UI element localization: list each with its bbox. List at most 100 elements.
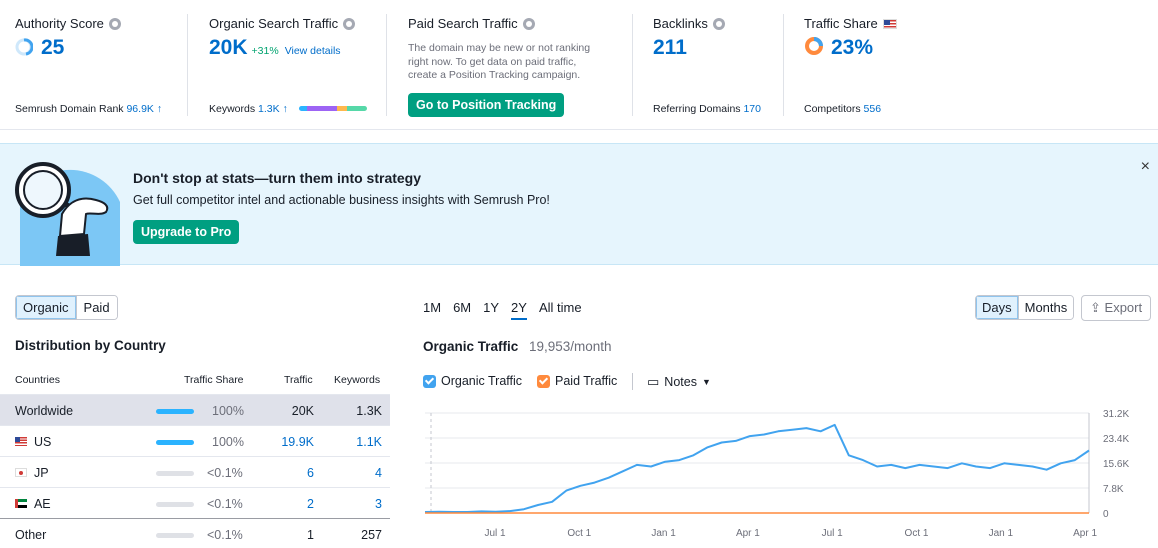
legend-paid[interactable]: Paid Traffic [537,374,617,388]
x-tick-label: Apr 1 [736,528,760,539]
table-row[interactable]: JP <0.1% 6 4 [0,456,390,487]
authority-gauge-icon [15,38,33,56]
period-all-time[interactable]: All time [538,300,582,315]
country-name: Other [15,528,47,542]
authority-score-value[interactable]: 25 [41,36,65,59]
keywords-value[interactable]: 1.1K [356,435,382,449]
paid-traffic-card: Paid Search Traffic The domain may be ne… [387,0,633,130]
authority-score-card[interactable]: Authority Score 25 Semrush Domain Rank 9… [0,0,188,130]
share-bar [156,440,194,445]
share-bar [156,502,194,507]
traffic-value[interactable]: 2 [307,497,314,511]
organic-traffic-title: Organic Search Traffic [209,16,356,31]
info-icon[interactable] [522,17,535,30]
keywords-distribution-bar [299,106,367,111]
organic-traffic-line [424,423,1090,513]
backlinks-value[interactable]: 211 [653,36,687,59]
traffic-value: 1 [307,528,314,542]
domain-rank: Semrush Domain Rank 96.9K ↑ [15,103,163,115]
months-button[interactable]: Months [1017,296,1074,319]
referring-domains: Referring Domains 170 [653,103,761,115]
period-6m[interactable]: 6M [453,300,472,315]
days-button[interactable]: Days [976,296,1018,319]
x-tick-label: Oct 1 [567,528,591,539]
share-value: <0.1% [207,497,243,511]
traffic-share-value[interactable]: 23% [831,36,874,59]
period-1m[interactable]: 1M [423,300,442,315]
traffic-value[interactable]: 19.9K [281,435,314,449]
table-row[interactable]: AE <0.1% 2 3 [0,487,390,518]
traffic-value[interactable]: 6 [307,466,314,480]
export-icon: ⇪ [1090,300,1101,315]
chevron-down-icon: ▼ [701,377,711,387]
column-header-keywords[interactable]: Keywords [334,374,381,386]
info-icon[interactable] [108,17,121,30]
share-value: <0.1% [207,528,243,542]
table-row[interactable]: Worldwide 100% 20K 1.3K [0,394,390,425]
backlinks-title: Backlinks [653,16,725,31]
paid-traffic-title: Paid Search Traffic [408,16,535,31]
granularity-toggle: Days Months [975,295,1075,320]
share-bar [156,471,194,476]
period-1y[interactable]: 1Y [483,300,500,315]
chart-subtitle: 19,953/month [529,339,612,354]
share-bar [156,409,194,414]
organic-traffic-card[interactable]: Organic Search Traffic 20K +31% View detai… [188,0,387,130]
traffic-type-toggle: Organic Paid [15,295,118,320]
table-row[interactable]: US 100% 19.9K 1.1K [0,425,390,456]
period-2y[interactable]: 2Y [511,300,527,320]
column-header-traffic-share[interactable]: Traffic Share [184,374,244,386]
traffic-share-donut-icon [805,37,823,55]
notes-icon: ▭ [647,374,660,389]
view-details-link[interactable]: View details [284,45,341,57]
promo-subtitle: Get full competitor intel and actionable… [133,193,550,207]
y-tick-label: 31.2K [1103,409,1129,420]
authority-score-title: Authority Score [15,16,121,31]
y-tick-label: 0 [1103,509,1109,520]
x-tick-label: Jan 1 [989,528,1014,539]
us-flag-icon [15,437,27,446]
info-icon[interactable] [712,17,725,30]
notes-dropdown[interactable]: ▭ Notes ▼ [647,374,711,389]
traffic-share-card[interactable]: Traffic Share 23% Competitors 556 [784,0,1158,130]
country-name: US [15,435,51,449]
keywords-value[interactable]: 3 [375,497,382,511]
column-header-countries: Countries [15,374,60,386]
info-icon[interactable] [343,17,356,30]
export-button[interactable]: ⇪ Export [1081,295,1152,321]
organic-traffic-value[interactable]: 20K +31% View details [209,36,341,59]
traffic-share-title: Traffic Share [804,16,897,31]
upgrade-promo-banner: Don't stop at stats—turn them into strat… [0,143,1158,266]
period-selector: 1M 6M 1Y 2Y All time [423,300,582,320]
tab-organic[interactable]: Organic [16,296,76,319]
traffic-value: 20K [291,404,314,418]
backlinks-card[interactable]: Backlinks 211 Referring Domains 170 [633,0,784,130]
us-flag-icon [882,18,897,29]
close-icon[interactable]: × [1140,158,1150,175]
country-name: JP [15,466,49,480]
keywords-value[interactable]: 4 [375,466,382,480]
organic-checkbox[interactable] [423,374,436,388]
organic-traffic-chart[interactable]: 31.2K 23.4K 15.6K 7.8K 0 Jul 1 Oct 1 Jan 1 Apr 1… [423,405,1158,548]
tab-paid[interactable]: Paid [75,296,117,319]
paid-checkbox[interactable] [537,374,550,388]
go-to-position-tracking-button[interactable]: Go to Position Tracking [408,93,565,117]
distribution-title: Distribution by Country [15,338,166,353]
upgrade-to-pro-button[interactable]: Upgrade to Pro [133,220,240,244]
legend-organic[interactable]: Organic Traffic [423,374,522,388]
column-header-traffic[interactable]: Traffic [284,374,313,386]
jp-flag-icon [15,468,27,477]
chart-title: Organic Traffic [423,339,519,354]
x-tick-label: Jul 1 [484,528,506,539]
x-tick-label: Jul 1 [822,528,844,539]
ae-flag-icon [15,499,27,508]
share-value: 100% [212,404,244,418]
share-value: <0.1% [207,466,243,480]
x-tick-label: Jan 1 [651,528,676,539]
y-tick-label: 15.6K [1103,459,1129,470]
metrics-bar: Authority Score 25 Semrush Domain Rank 9… [0,0,1158,130]
table-row[interactable]: Other <0.1% 1 257 [0,518,390,548]
y-tick-label: 7.8K [1103,484,1124,495]
promo-title: Don't stop at stats—turn them into strat… [133,170,422,186]
